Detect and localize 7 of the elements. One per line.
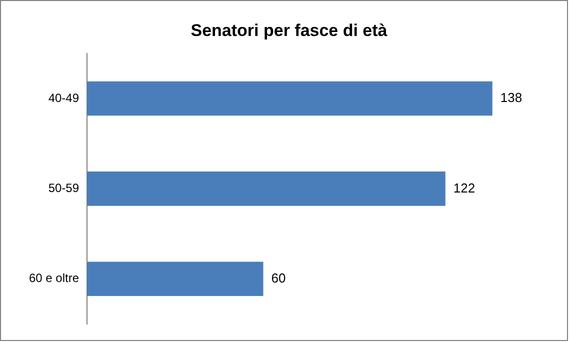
data-label: 138: [500, 90, 522, 106]
y-tick-label: 50-59: [48, 181, 80, 196]
chart-title: Senatori per fasce di età: [190, 20, 388, 40]
y-tick-label: 40-49: [48, 90, 80, 105]
y-tick-label: 60 e oltre: [28, 271, 80, 286]
data-label: 60: [271, 270, 286, 286]
data-label: 122: [453, 180, 476, 196]
